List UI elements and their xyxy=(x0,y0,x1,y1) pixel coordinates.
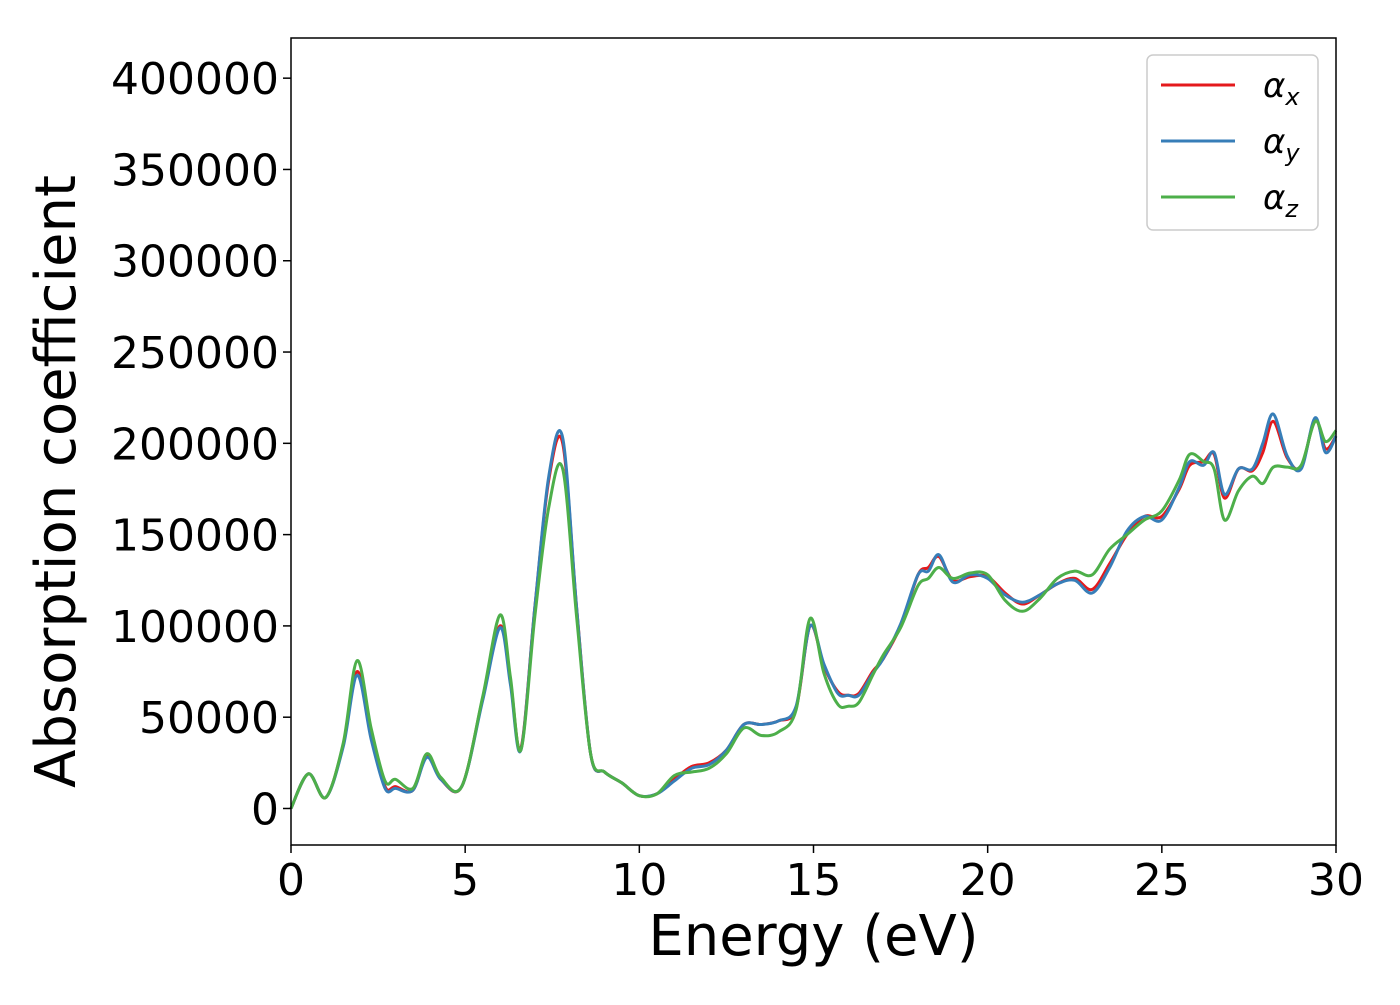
series-line-alpha-y xyxy=(289,412,1338,810)
axis-ticks: 0 5 10 15 20 25 30 0 50000 100000 150000 200000 2500… xyxy=(111,54,1364,906)
y-tick-label: 50000 xyxy=(139,693,279,744)
y-axis-label: Absorption coefficient xyxy=(24,175,89,788)
series-line-alpha-z xyxy=(289,419,1338,810)
y-tick-label: 400000 xyxy=(111,54,279,105)
y-tick-label: 200000 xyxy=(111,419,279,470)
series-lines xyxy=(289,412,1338,810)
y-tick-label: 350000 xyxy=(111,145,279,196)
x-tick-label: 30 xyxy=(1308,855,1364,906)
y-tick-label: 250000 xyxy=(111,328,279,379)
x-tick-label: 0 xyxy=(277,855,305,906)
x-tick-label: 25 xyxy=(1134,855,1190,906)
x-axis-label: Energy (eV) xyxy=(648,904,978,969)
y-tick-label: 150000 xyxy=(111,511,279,562)
y-tick-label: 300000 xyxy=(111,237,279,288)
y-tick-label: 100000 xyxy=(111,602,279,653)
x-tick-label: 15 xyxy=(786,855,842,906)
x-tick-label: 20 xyxy=(960,855,1016,906)
x-tick-label: 10 xyxy=(611,855,667,906)
y-tick-label: 0 xyxy=(251,784,279,835)
x-tick-label: 5 xyxy=(451,855,479,906)
